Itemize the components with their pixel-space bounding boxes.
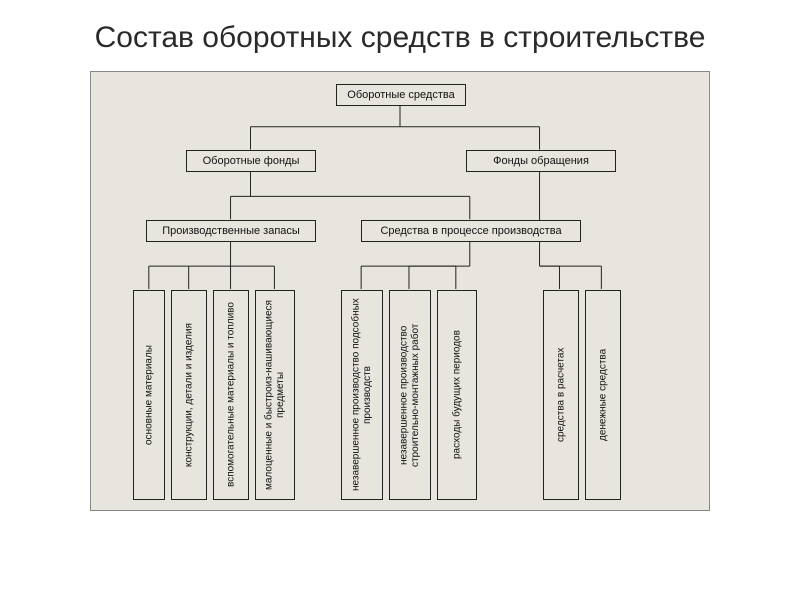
leaf-denezhnye: денежные средства	[585, 290, 621, 500]
node-proizv-zapasy: Производственные запасы	[146, 220, 316, 242]
node-root: Оборотные средства	[336, 84, 466, 106]
leaf-konstruktsii: конструкции, детали и изделия	[171, 290, 207, 500]
slide: Состав оборотных средств в строительстве	[0, 0, 800, 600]
diagram-container: Оборотные средства Оборотные фонды Фонды…	[90, 71, 710, 511]
slide-title: Состав оборотных средств в строительстве	[30, 20, 770, 56]
leaf-malotsennye: малоценные и быстроиз-нашивающиеся предм…	[255, 290, 295, 500]
leaf-sredstva-raschet: средства в расчетах	[543, 290, 579, 500]
node-fondy-obrashcheniya: Фонды обращения	[466, 150, 616, 172]
leaf-osnovnye-materialy: основные материалы	[133, 290, 165, 500]
node-oborotnye-fondy: Оборотные фонды	[186, 150, 316, 172]
leaf-raskhody-bud: расходы будущих периодов	[437, 290, 477, 500]
node-sredstva-protsess: Средства в процессе производства	[361, 220, 581, 242]
leaf-vspomogatelnye: вспомогательные материалы и топливо	[213, 290, 249, 500]
leaf-nezav-podsob: незавершенное производство подсобных про…	[341, 290, 383, 500]
leaf-nezav-smr: незавершенное производство строительно-м…	[389, 290, 431, 500]
